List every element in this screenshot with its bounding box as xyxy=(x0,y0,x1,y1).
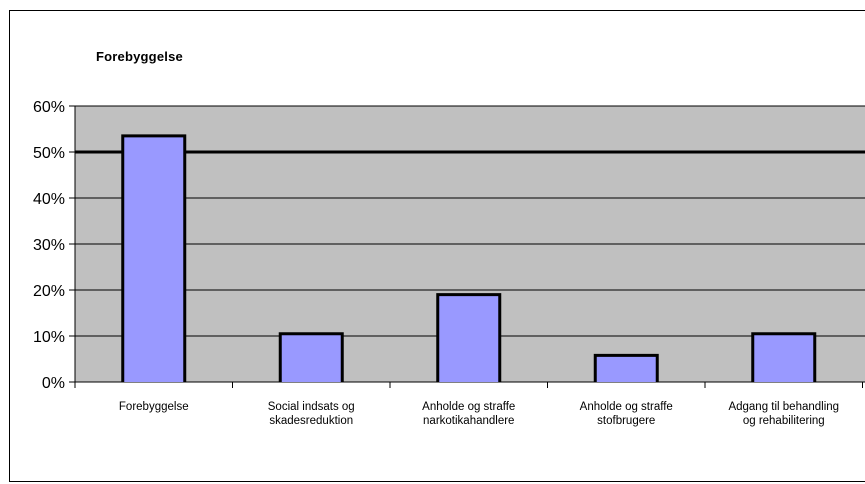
bar xyxy=(122,135,185,382)
x-category-label: stofbrugere xyxy=(597,415,655,427)
y-tick-label: 40% xyxy=(33,191,65,208)
x-category-label: narkotikahandlere xyxy=(423,415,514,427)
bar xyxy=(595,355,658,382)
y-tick-label: 50% xyxy=(33,145,65,162)
bar-outline xyxy=(121,134,187,382)
bars xyxy=(121,134,817,382)
bar xyxy=(437,294,500,382)
bar-outline xyxy=(436,293,502,382)
x-category-label: Anholde og straffe xyxy=(422,401,515,413)
y-axis-labels: 0% 10% 20% 30% 40% 50% 60% xyxy=(33,99,65,392)
y-tick-label: 60% xyxy=(33,99,65,116)
bar-outline xyxy=(593,353,659,382)
x-category-label: Social indsats og xyxy=(268,401,355,413)
bar-outline xyxy=(751,332,817,382)
x-category-label: skadesreduktion xyxy=(269,415,353,427)
chart-title: Forebyggelse xyxy=(96,49,183,64)
y-tick-label: 30% xyxy=(33,237,65,254)
y-tick-label: 0% xyxy=(42,375,65,392)
x-category-label: Adgang til behandling xyxy=(728,401,839,413)
plot-area xyxy=(69,105,865,388)
bar xyxy=(280,333,343,382)
y-tick-label: 10% xyxy=(33,329,65,346)
x-category-label: Anholde og straffe xyxy=(580,401,673,413)
x-category-label: og rehabilitering xyxy=(743,415,825,427)
y-tick-label: 20% xyxy=(33,283,65,300)
bar-outline xyxy=(278,332,344,382)
x-axis-labels: Forebyggelse Social indsats og skadesreduk… xyxy=(119,401,839,427)
x-category-label: Forebyggelse xyxy=(119,401,189,413)
bar xyxy=(752,333,815,382)
